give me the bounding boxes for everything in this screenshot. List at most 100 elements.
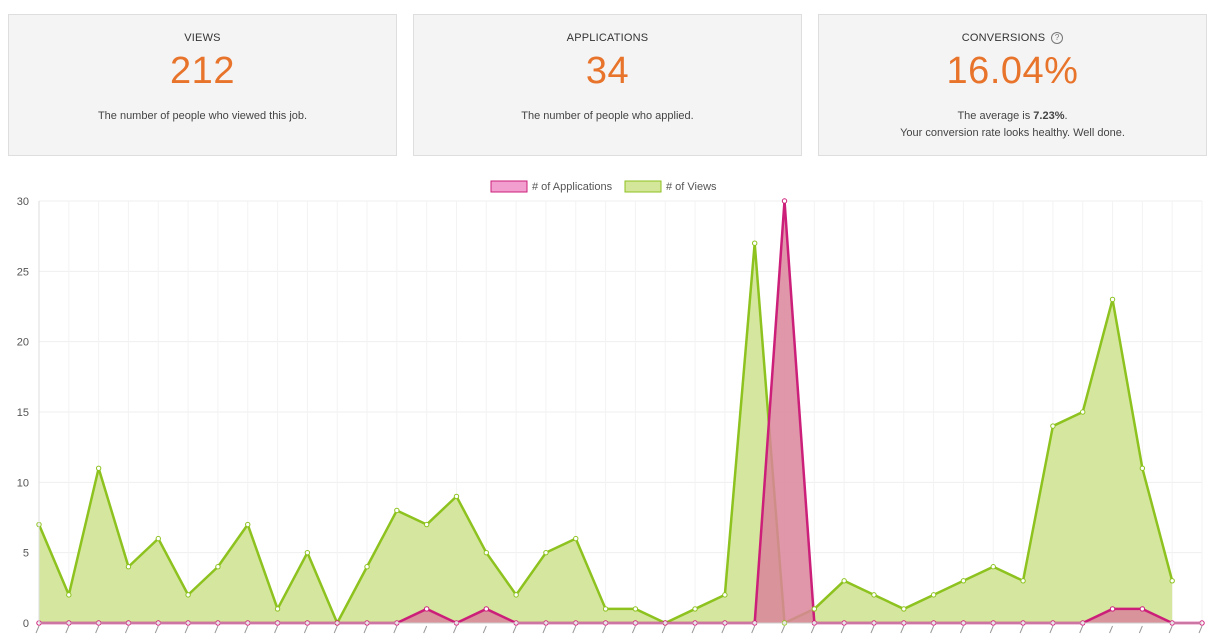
x-tick-mark [751, 625, 756, 634]
x-tick-mark [184, 625, 189, 634]
x-tick-mark [1138, 625, 1143, 634]
x-tick-mark [661, 625, 666, 634]
x-tick-mark [512, 625, 517, 634]
data-point-views [751, 240, 758, 246]
data-point-views [1139, 465, 1146, 471]
data-point-views [66, 592, 72, 598]
conversions-title: CONVERSIONS [961, 32, 1046, 44]
data-point-views [423, 521, 430, 528]
views-title: VIEWS [184, 32, 221, 44]
x-tick-mark [542, 625, 547, 634]
data-point-views [185, 592, 191, 598]
x-tick-mark [482, 625, 487, 634]
x-tick-mark [900, 625, 905, 634]
area-views [39, 243, 1173, 623]
x-tick-mark [840, 625, 845, 634]
y-tick-label: 10 [17, 477, 29, 489]
data-point-views [871, 592, 877, 598]
average-prefix: The average is [957, 110, 1034, 122]
data-point-applications [1139, 606, 1146, 612]
data-point-views [274, 606, 281, 612]
data-point-views [394, 507, 400, 514]
legend-label-applications: # of Applications [532, 181, 613, 193]
applications-title: APPLICATIONS [566, 32, 649, 44]
y-axis: 0 5 10 15 20 25 30 [17, 196, 40, 630]
x-tick-mark [1019, 625, 1024, 634]
data-point-views [125, 564, 132, 570]
x-tick-mark [1168, 625, 1173, 634]
x-axis [35, 622, 1203, 634]
x-tick-mark [721, 625, 726, 634]
x-tick-mark [303, 625, 308, 634]
x-tick-mark [602, 625, 607, 634]
y-tick-label: 20 [17, 337, 29, 349]
data-point-views [722, 592, 728, 598]
x-tick-mark [1198, 625, 1203, 634]
legend-swatch-views [624, 180, 662, 193]
x-tick-mark [631, 625, 636, 634]
chart-legend: # of Applications # of Views [490, 180, 717, 193]
average-value: 7.23% [1033, 110, 1065, 122]
data-point-views [930, 592, 937, 598]
data-point-views [1169, 578, 1175, 584]
x-tick-mark [810, 625, 815, 634]
data-point-views [483, 549, 490, 556]
conversions-description: The average is 7.23%. Your conversion ra… [819, 108, 1206, 142]
applications-card: APPLICATIONS 34 The number of people who… [413, 14, 802, 156]
y-tick-label: 0 [23, 618, 29, 630]
x-tick-mark [1049, 625, 1054, 634]
data-point-views [543, 549, 549, 556]
views-card: VIEWS 212 The number of people who viewe… [8, 14, 397, 156]
views-value: 212 [170, 50, 235, 92]
data-point-views [692, 606, 698, 612]
x-tick-mark [870, 625, 875, 634]
legend-swatch-applications [490, 180, 528, 193]
data-point-views [95, 465, 102, 471]
data-point-views [513, 592, 519, 598]
data-point-views [453, 493, 460, 500]
x-tick-mark [363, 625, 368, 634]
data-point-views [1080, 409, 1086, 415]
applications-description: The number of people who applied. [521, 110, 694, 122]
x-tick-mark [95, 625, 100, 634]
question-circle-icon[interactable]: ? [1051, 32, 1064, 44]
x-tick-mark [393, 625, 398, 634]
conversions-title-row: CONVERSIONS? [819, 32, 1206, 44]
data-point-applications [781, 198, 788, 204]
data-point-views [364, 564, 370, 570]
stats-cards: VIEWS 212 The number of people who viewe… [8, 14, 1209, 158]
y-tick-label: 30 [17, 196, 29, 208]
data-point-applications [423, 606, 430, 612]
legend-label-views: # of Views [666, 181, 717, 193]
x-tick-mark [423, 625, 428, 634]
x-tick-mark [125, 625, 129, 634]
conversions-value: 16.04% [946, 50, 1079, 92]
views-description: The number of people who viewed this job… [97, 110, 308, 122]
data-point-views [304, 549, 311, 556]
x-tick-mark [781, 625, 785, 634]
x-tick-mark [154, 625, 159, 634]
y-tick-label: 5 [23, 548, 29, 560]
data-point-views [573, 535, 579, 542]
conversions-card: CONVERSIONS? 16.04% The average is 7.23%… [818, 14, 1207, 156]
x-tick-mark [572, 625, 577, 634]
x-tick-mark [691, 625, 696, 634]
data-point-views [1020, 578, 1026, 584]
data-point-views [1050, 423, 1056, 429]
y-tick-label: 15 [17, 407, 29, 419]
data-point-views [960, 578, 967, 584]
x-tick-mark [930, 625, 935, 634]
x-tick-mark [65, 625, 70, 634]
x-tick-mark [989, 625, 994, 634]
applications-value: 34 [585, 50, 630, 92]
y-tick-label: 25 [17, 266, 29, 278]
data-point-views [602, 606, 609, 612]
x-tick-mark [1109, 625, 1113, 634]
data-point-views [841, 578, 847, 584]
x-tick-mark [959, 625, 964, 634]
data-point-views [901, 606, 907, 612]
data-point-applications [483, 606, 490, 612]
x-tick-mark [333, 625, 338, 634]
average-suffix: . [1064, 110, 1068, 122]
data-point-views [1109, 296, 1116, 303]
